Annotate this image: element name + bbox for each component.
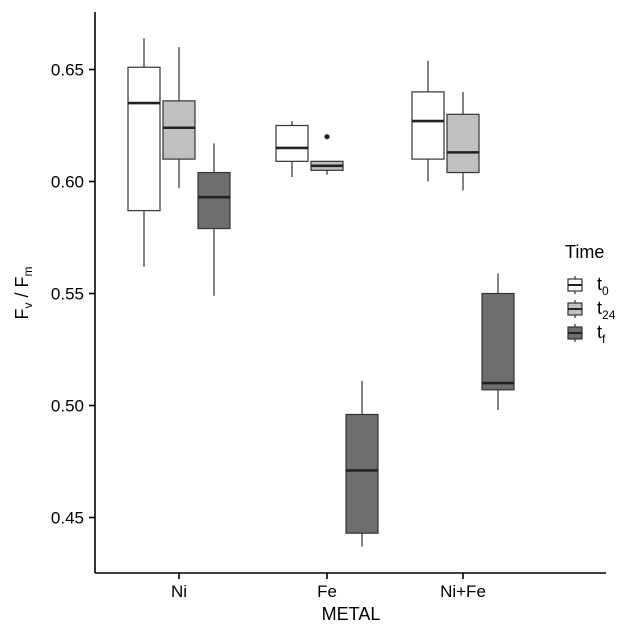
box-tf-Ni — [197, 143, 231, 296]
y-axis-title-sub2: m — [21, 266, 35, 276]
legend-label-sub: 24 — [602, 308, 616, 322]
x-tick-label: Ni+Fe — [440, 582, 486, 601]
y-ticks: 0.45 0.50 0.55 0.60 0.65 — [51, 61, 95, 528]
y-tick-label: 0.45 — [51, 509, 84, 528]
legend-label-sub: f — [602, 332, 606, 346]
legend-label: t0 — [597, 274, 609, 298]
box-body — [345, 413, 379, 534]
box-t0-Ni — [127, 38, 161, 267]
y-axis-title: Fv / Fm — [12, 266, 35, 319]
legend-label-main: t — [597, 298, 602, 318]
y-tick-label: 0.55 — [51, 285, 84, 304]
box-t24-Ni+Fe — [446, 91, 480, 191]
box-t0-Fe — [275, 121, 309, 178]
legend-entry: t0 — [567, 274, 609, 298]
box-body — [446, 113, 480, 174]
box-body — [275, 124, 309, 162]
legend-title: Time — [565, 242, 604, 262]
x-axis-title: METAL — [322, 604, 381, 624]
legend-label: tf — [597, 322, 606, 346]
legend-entry: t24 — [567, 298, 616, 322]
y-axis-title-main2: F — [12, 276, 32, 287]
x-ticks: Ni Fe Ni+Fe — [171, 573, 486, 601]
legend-label: t24 — [597, 298, 616, 322]
y-axis-title-sub1: v — [21, 303, 35, 309]
y-tick-label: 0.60 — [51, 173, 84, 192]
y-axis-title-sep: / — [12, 287, 32, 302]
legend-label-main: t — [597, 322, 602, 342]
box-t0-Ni+Fe — [411, 60, 445, 182]
box-body — [197, 171, 231, 230]
boxes-layer — [127, 38, 515, 547]
y-axis-title-main1: F — [12, 309, 32, 320]
x-tick-label: Fe — [317, 582, 337, 601]
x-tick-label: Ni — [171, 582, 187, 601]
box-tf-Ni+Fe — [481, 273, 515, 410]
box-tf-Fe — [345, 380, 379, 547]
legend-label-sub: 0 — [602, 284, 609, 298]
legend-label-main: t — [597, 274, 602, 294]
y-tick-label: 0.65 — [51, 61, 84, 80]
box-t24-Ni — [162, 47, 196, 189]
legend-entry: tf — [567, 322, 606, 346]
box-t24-Fe — [310, 134, 344, 175]
box-body — [411, 91, 445, 160]
box-body — [481, 292, 515, 391]
y-tick-label: 0.50 — [51, 397, 84, 416]
outlier-point — [324, 134, 330, 140]
box-body — [162, 100, 196, 160]
box-body — [127, 66, 161, 212]
